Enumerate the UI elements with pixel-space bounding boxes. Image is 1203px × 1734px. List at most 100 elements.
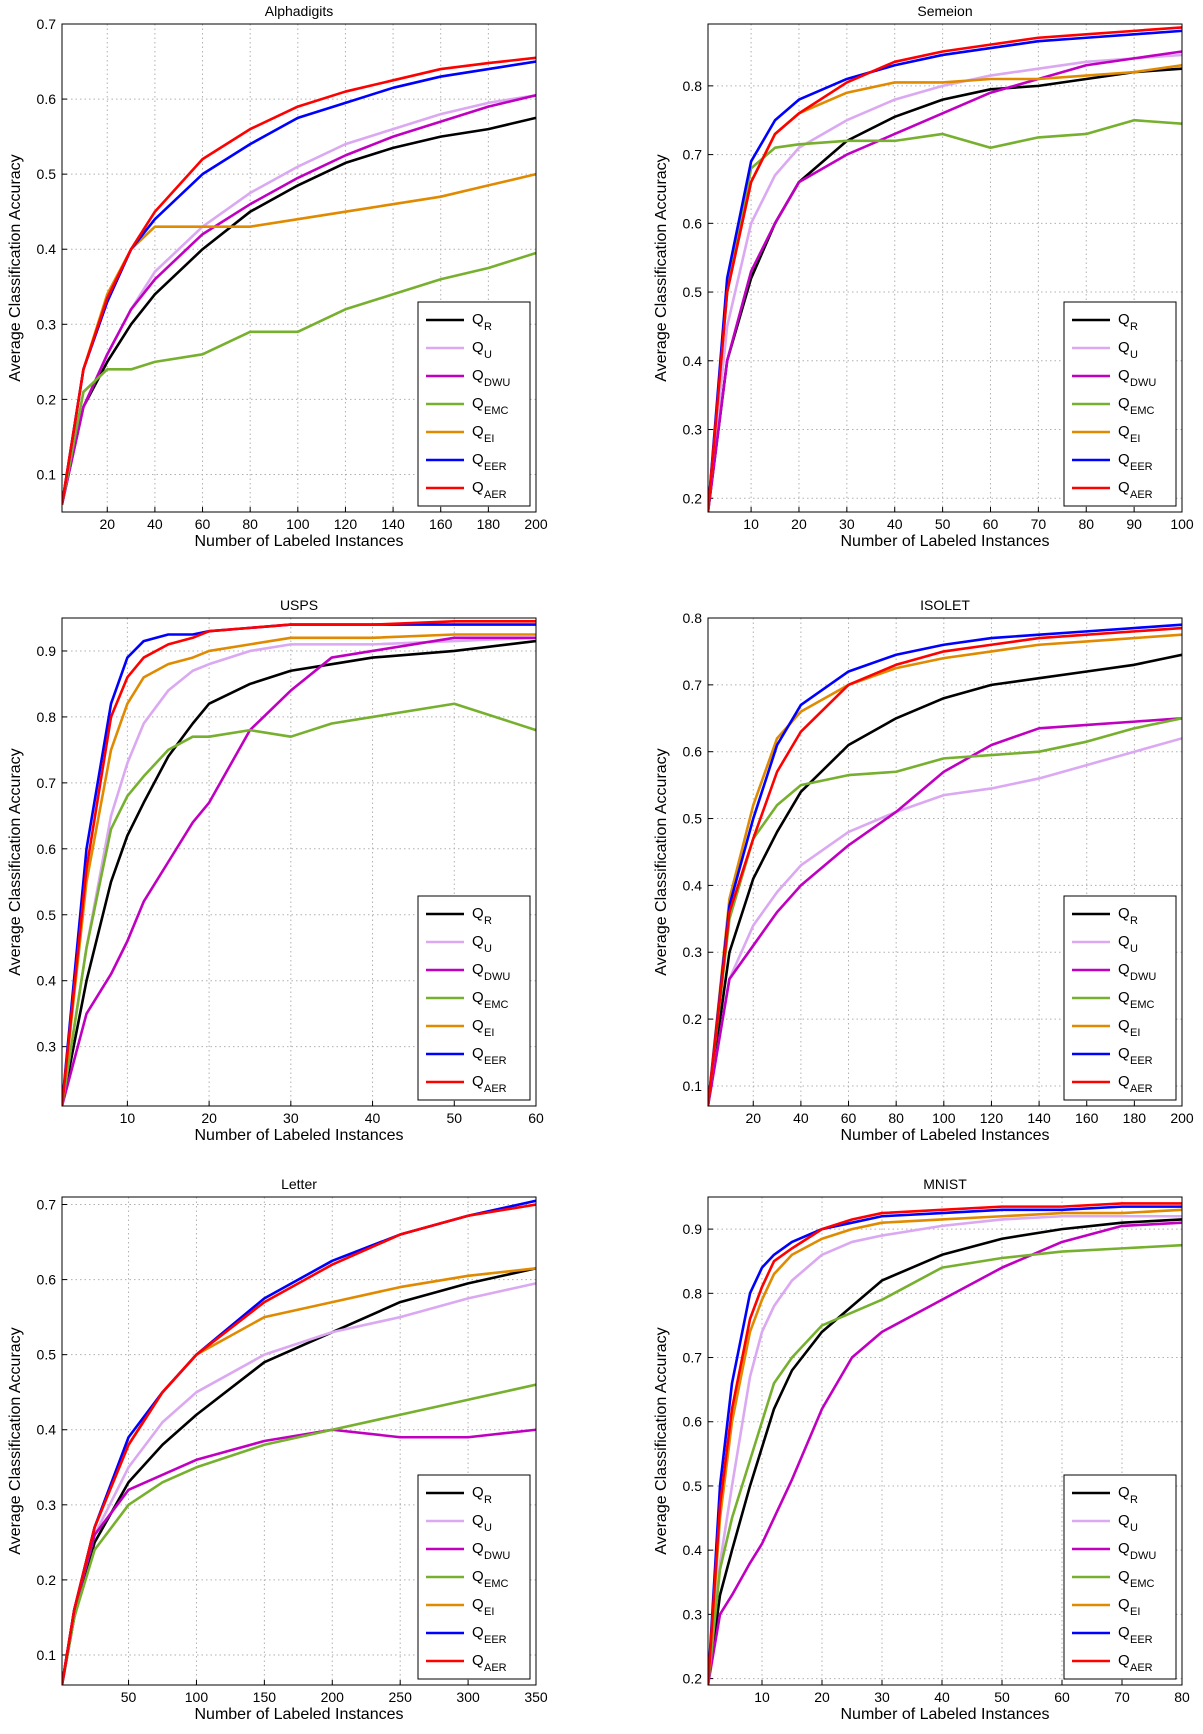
axes-frame xyxy=(707,1196,1183,1686)
y-tick-label: 0.4 xyxy=(37,1422,57,1438)
y-tick-label: 0.8 xyxy=(683,1285,703,1301)
legend-label: Q xyxy=(1118,1073,1130,1090)
legend-label: Q xyxy=(1118,905,1130,922)
legend-label: Q xyxy=(472,1624,484,1641)
x-tick-label: 40 xyxy=(793,1110,809,1126)
y-tick-label: 0.1 xyxy=(683,1078,703,1094)
legend-label: Q xyxy=(1118,1045,1130,1062)
x-tick-label: 200 xyxy=(1170,1110,1194,1126)
x-tick-label: 20 xyxy=(99,516,115,532)
legend-label: Q xyxy=(1118,989,1130,1006)
y-tick-label: 0.6 xyxy=(37,841,57,857)
x-tick-label: 80 xyxy=(242,516,258,532)
y-tick-label: 0.9 xyxy=(683,1221,703,1237)
x-tick-label: 30 xyxy=(839,516,855,532)
chart-panel: 0.1 0.2 0.3 0.4 0.5 0.6 0.7 0.8 20 40 60 80 100 120 14… xyxy=(653,597,1194,1144)
legend-label: Q xyxy=(1118,1484,1130,1501)
series-line xyxy=(708,118,1182,512)
legend-subscript: AER xyxy=(1130,1083,1153,1095)
y-tick-label: 0.5 xyxy=(683,811,703,827)
legend-label: Q xyxy=(472,1073,484,1090)
legend-subscript: EI xyxy=(1130,1606,1140,1618)
legend-subscript: U xyxy=(1130,1522,1138,1534)
y-tick-label: 0.1 xyxy=(37,466,57,482)
legend-label: Q xyxy=(472,395,484,412)
x-tick-label: 180 xyxy=(1123,1110,1147,1126)
x-tick-label: 90 xyxy=(1126,516,1142,532)
y-axis-label: Average Classification Accuracy xyxy=(653,154,670,381)
y-tick-label: 0.7 xyxy=(37,775,57,791)
x-tick-label: 60 xyxy=(841,1110,857,1126)
legend-label: Q xyxy=(472,1045,484,1062)
x-tick-label: 10 xyxy=(743,516,759,532)
legend-subscript: R xyxy=(1130,321,1138,333)
series-line xyxy=(708,626,1182,1106)
series-line xyxy=(708,50,1182,512)
series-line xyxy=(708,1202,1182,1685)
chart-panel: 0.1 0.2 0.3 0.4 0.5 0.6 0.7 20 40 60 80 100 120 140 16… xyxy=(7,3,548,550)
legend-subscript: EMC xyxy=(1130,999,1155,1011)
x-axis-label: Number of Labeled Instances xyxy=(194,1706,403,1723)
legend-label: Q xyxy=(1118,367,1130,384)
x-tick-label: 40 xyxy=(147,516,163,532)
legend-subscript: EI xyxy=(484,1027,494,1039)
y-tick-label: 0.2 xyxy=(37,1572,57,1588)
legend-subscript: U xyxy=(1130,943,1138,955)
legend-subscript: EMC xyxy=(1130,405,1155,417)
y-tick-label: 0.4 xyxy=(683,877,703,893)
x-axis-label: Number of Labeled Instances xyxy=(840,533,1049,550)
x-tick-label: 160 xyxy=(1075,1110,1099,1126)
x-tick-label: 100 xyxy=(185,1689,209,1705)
legend-label: Q xyxy=(472,989,484,1006)
series-line xyxy=(62,56,536,505)
series-line xyxy=(708,53,1182,512)
series-line xyxy=(62,633,536,1106)
y-tick-label: 0.2 xyxy=(683,490,703,506)
y-tick-label: 0.6 xyxy=(37,91,57,107)
x-tick-label: 20 xyxy=(814,1689,830,1705)
chart-panel: 0.2 0.3 0.4 0.5 0.6 0.7 0.8 10 20 30 40 50 60 70 80 90 1… xyxy=(653,3,1194,550)
legend-subscript: AER xyxy=(1130,1662,1153,1674)
series-line xyxy=(62,620,536,1106)
y-tick-label: 0.2 xyxy=(37,391,57,407)
axes-frame xyxy=(61,1196,537,1686)
y-tick-label: 0.3 xyxy=(683,422,703,438)
x-tick-label: 120 xyxy=(334,516,358,532)
y-tick-label: 0.7 xyxy=(683,677,703,693)
x-tick-label: 30 xyxy=(874,1689,890,1705)
legend-label: Q xyxy=(1118,479,1130,496)
series-line xyxy=(62,1203,536,1685)
legend-label: Q xyxy=(472,1512,484,1529)
y-axis-label: Average Classification Accuracy xyxy=(653,748,670,975)
legend-subscript: EER xyxy=(484,461,507,473)
x-tick-label: 50 xyxy=(935,516,951,532)
y-tick-label: 0.6 xyxy=(683,1414,703,1430)
chart-title: USPS xyxy=(280,597,318,613)
x-tick-label: 10 xyxy=(120,1110,136,1126)
y-axis-label: Average Classification Accuracy xyxy=(7,1327,24,1554)
x-tick-label: 100 xyxy=(286,516,310,532)
legend-label: Q xyxy=(472,1596,484,1613)
chart-title: MNIST xyxy=(923,1176,967,1192)
chart-title: Semeion xyxy=(917,3,972,19)
legend-subscript: AER xyxy=(484,1662,507,1674)
legend-subscript: EMC xyxy=(484,1578,509,1590)
legend-label: Q xyxy=(1118,423,1130,440)
x-tick-label: 60 xyxy=(195,516,211,532)
legend-subscript: U xyxy=(484,943,492,955)
legend-subscript: AER xyxy=(484,1083,507,1095)
x-tick-label: 50 xyxy=(446,1110,462,1126)
legend-subscript: U xyxy=(484,349,492,361)
x-tick-label: 70 xyxy=(1114,1689,1130,1705)
legend-subscript: R xyxy=(484,915,492,927)
legend-subscript: EI xyxy=(484,433,494,445)
legend-label: Q xyxy=(1118,339,1130,356)
series-line xyxy=(708,633,1182,1106)
x-tick-label: 50 xyxy=(994,1689,1010,1705)
x-tick-label: 150 xyxy=(253,1689,277,1705)
x-tick-label: 50 xyxy=(121,1689,137,1705)
legend-subscript: EI xyxy=(484,1606,494,1618)
legend-label: Q xyxy=(1118,1624,1130,1641)
x-tick-label: 200 xyxy=(321,1689,345,1705)
x-tick-label: 100 xyxy=(932,1110,956,1126)
